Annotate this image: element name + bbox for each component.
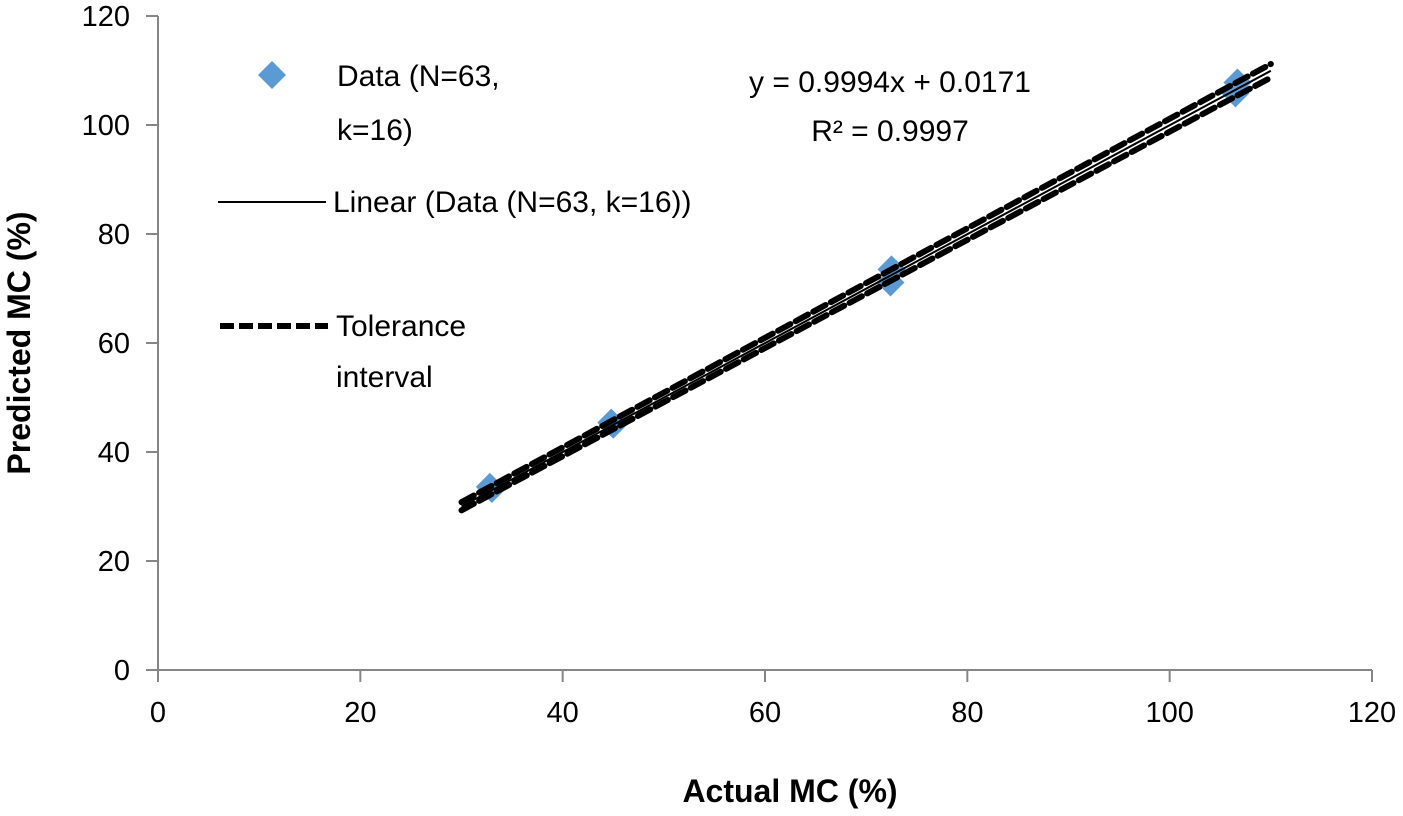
y-tick-label: 120 [82, 1, 130, 33]
legend-data-label: Data (N=63, [337, 60, 500, 93]
plot-area [458, 60, 1274, 514]
legend-linear-label: Linear (Data (N=63, k=16)) [333, 186, 692, 219]
legend-tolerance-label: Tolerance [336, 310, 466, 343]
x-tick-label: 100 [1145, 697, 1193, 729]
x-tick-label: 20 [344, 697, 376, 729]
legend-data-label: k=16) [337, 114, 413, 147]
y-tick-label: 80 [98, 219, 130, 251]
y-tick-label: 60 [98, 328, 130, 360]
x-tick-label: 60 [749, 697, 781, 729]
tolerance-lower-line [458, 74, 1274, 514]
x-tick-label: 120 [1348, 697, 1396, 729]
linear-trendline [461, 69, 1272, 508]
y-tick-label: 0 [114, 655, 130, 687]
axes: 0 20 40 60 80 100 120 0 20 40 60 80 100 120 [82, 1, 1397, 729]
y-tick-label: 100 [82, 110, 130, 142]
legend: Data (N=63, k=16) Linear (Data (N=63, k=… [218, 60, 692, 394]
tolerance-upper-line [458, 60, 1274, 506]
y-axis-title: Predicted MC (%) [1, 211, 37, 474]
legend-tolerance-label: interval [336, 361, 433, 394]
x-tick-label: 40 [547, 697, 579, 729]
x-axis-title: Actual MC (%) [682, 773, 897, 809]
equation-annotation: y = 0.9994x + 0.0171 [749, 66, 1031, 99]
x-tick-label: 80 [951, 697, 983, 729]
legend-data-marker [258, 61, 286, 89]
r-squared-annotation: R² = 0.9997 [811, 115, 969, 148]
y-tick-label: 40 [98, 437, 130, 469]
x-tick-label: 0 [150, 697, 166, 729]
y-tick-label: 20 [98, 546, 130, 578]
